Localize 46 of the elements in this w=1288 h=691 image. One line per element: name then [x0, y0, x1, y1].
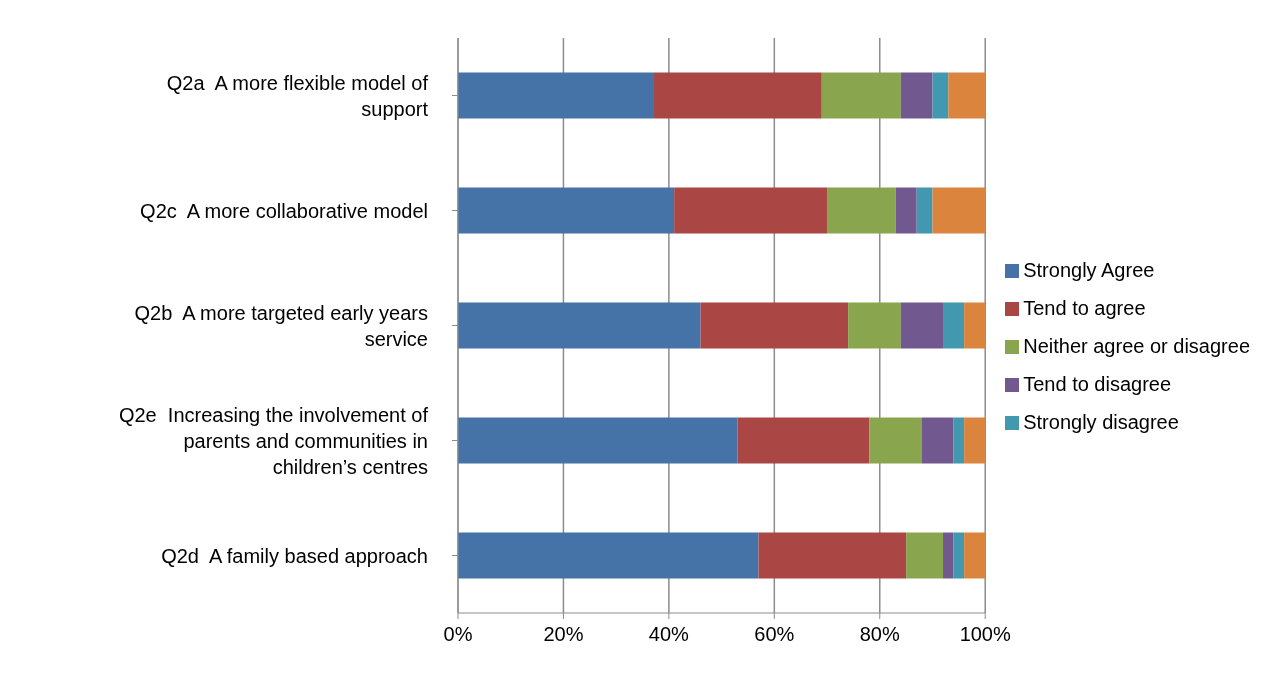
bar [964, 417, 986, 464]
bar [737, 417, 870, 464]
y-tick-label: Q2d A family based approach [161, 544, 428, 567]
bar [900, 302, 944, 349]
bar [895, 187, 917, 234]
bar [948, 72, 986, 119]
y-tick-label: Q2c A more collaborative model [140, 199, 428, 222]
bar [458, 417, 738, 464]
bar [900, 72, 933, 119]
bar [458, 302, 701, 349]
x-tick-label: 0% [443, 623, 473, 646]
legend-label: Strongly disagree [1023, 410, 1179, 433]
x-tick-label: 20% [543, 623, 584, 646]
bar [758, 532, 907, 579]
y-tick-label: Q2e Increasing the involvement of parents and communities in children’s centres [118, 403, 429, 478]
bar [916, 187, 933, 234]
bar [964, 302, 986, 349]
bar [921, 417, 954, 464]
bar [932, 72, 949, 119]
bar [932, 187, 986, 234]
bar [458, 532, 759, 579]
bar [943, 532, 954, 579]
bar [700, 302, 849, 349]
bar [458, 72, 654, 119]
bar [827, 187, 896, 234]
bar [953, 417, 965, 464]
legend-label: Tend to agree [1023, 296, 1146, 319]
legend-label: Strongly Agree [1023, 258, 1155, 281]
bar [821, 72, 901, 119]
bar [653, 72, 822, 119]
bar [848, 302, 901, 349]
y-tick-label: Q2b A more targeted early years service [134, 301, 428, 350]
bar [906, 532, 944, 579]
bar [674, 187, 828, 234]
legend-label: Tend to disagree [1023, 372, 1172, 395]
x-tick-label: 100% [959, 623, 1011, 646]
bar [964, 532, 986, 579]
y-tick-label: Q2a A more flexible model of support [166, 71, 429, 120]
x-tick-label: 60% [754, 623, 795, 646]
x-tick-label: 80% [859, 623, 900, 646]
x-tick-label: 40% [648, 623, 690, 646]
bar [953, 532, 965, 579]
bar [458, 187, 675, 234]
bar [943, 302, 965, 349]
bar [869, 417, 922, 464]
legend-label: Neither agree or disagree [1023, 334, 1250, 357]
